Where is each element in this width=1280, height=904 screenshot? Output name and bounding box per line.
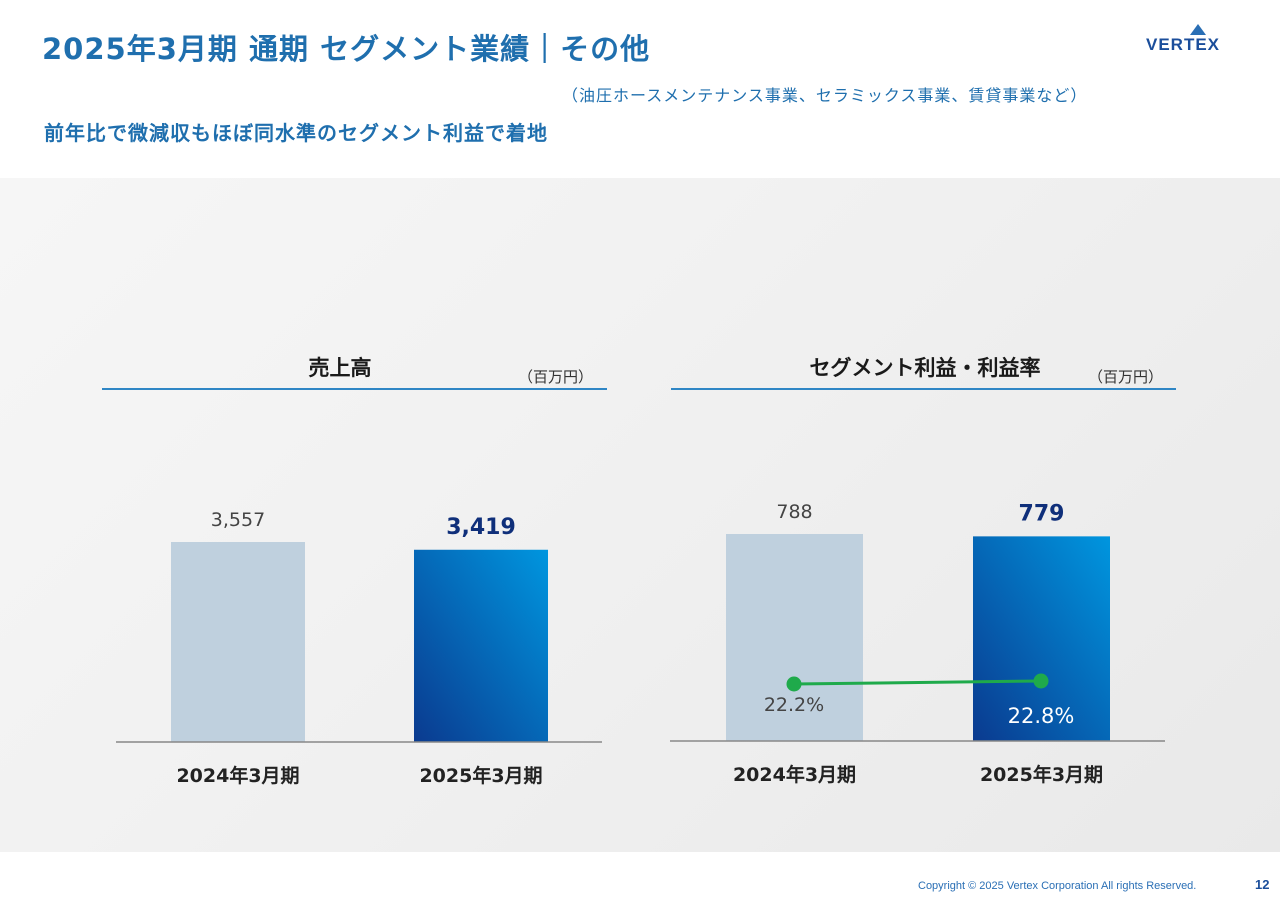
- profit-rate-point: [1033, 673, 1049, 689]
- bar-value-label: 779: [1019, 501, 1065, 526]
- profit-rate-label: 22.2%: [764, 694, 824, 716]
- vertex-logo: VERTEX: [1146, 24, 1246, 56]
- bar-value-label: 788: [776, 501, 812, 523]
- bar-2024年3月期: [171, 542, 305, 742]
- segment-note: （油圧ホースメンテナンス事業、セラミックス事業、賃貸事業など）: [562, 86, 1088, 105]
- sales-chart-title: 売上高: [308, 356, 372, 380]
- page-number: 12: [1255, 877, 1270, 892]
- logo-text: VERTEX: [1146, 35, 1221, 54]
- copyright-notice: Copyright © 2025 Vertex Corporation All …: [918, 880, 1197, 892]
- profit-chart-unit: （百万円）: [1088, 368, 1164, 386]
- bar-2025年3月期: [414, 549, 548, 742]
- category-label: 2025年3月期: [419, 764, 542, 787]
- profit-chart-title-rule: [671, 388, 1176, 390]
- bar-value-label: 3,557: [211, 509, 265, 531]
- bar-2024年3月期: [726, 534, 863, 741]
- sales-chart-unit: （百万円）: [518, 368, 594, 386]
- profit-rate-line: [793, 679, 1042, 686]
- headline: 前年比で微減収もほぼ同水準のセグメント利益で着地: [44, 121, 548, 145]
- logo-triangle-icon: [1190, 24, 1206, 35]
- page-title: 2025年3月期 通期 セグメント業績｜その他: [42, 32, 651, 66]
- bar-value-label: 3,419: [446, 515, 516, 540]
- sales-chart-title-rule: [102, 388, 607, 390]
- profit-rate-point: [786, 676, 802, 692]
- category-label: 2024年3月期: [176, 764, 299, 787]
- category-label: 2024年3月期: [733, 763, 856, 786]
- category-label: 2025年3月期: [980, 763, 1103, 786]
- profit-rate-label: 22.8%: [1008, 704, 1075, 728]
- profit-chart-title: セグメント利益・利益率: [809, 356, 1041, 380]
- bar-2025年3月期: [973, 536, 1110, 741]
